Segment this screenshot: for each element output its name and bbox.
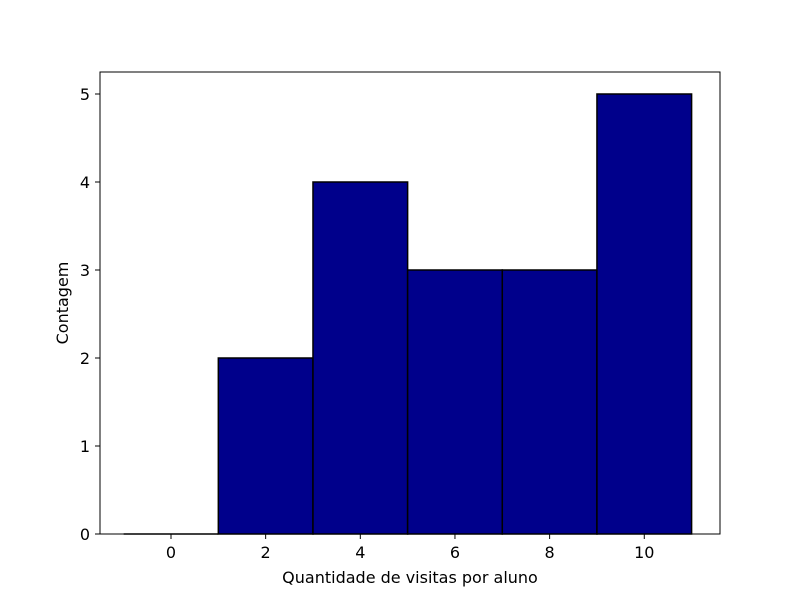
y-tick-label: 5	[80, 85, 90, 104]
y-tick-label: 3	[80, 261, 90, 280]
x-tick-label: 10	[634, 543, 654, 562]
x-axis-ticks: 0 2 4 6 8 10	[166, 534, 654, 562]
y-tick-label: 4	[80, 173, 90, 192]
histogram-bar	[406, 269, 504, 535]
y-axis-label: Contagem	[53, 262, 72, 345]
y-tick-label: 2	[80, 349, 90, 368]
plot-frame	[99, 71, 721, 535]
x-axis-label: Quantidade de visitas por aluno	[282, 568, 538, 587]
histogram-bar	[501, 269, 598, 535]
x-tick-label: 2	[261, 543, 271, 562]
histogram-bar	[596, 93, 693, 535]
y-axis-ticks: 0 1 2 3 4 5	[80, 85, 100, 544]
histogram-bar	[312, 181, 409, 535]
histogram-bar	[217, 357, 314, 535]
x-tick-label: 0	[166, 543, 176, 562]
x-tick-label: 4	[355, 543, 365, 562]
x-tick-label: 8	[545, 543, 555, 562]
x-tick-label: 6	[450, 543, 460, 562]
y-tick-label: 0	[80, 525, 90, 544]
y-tick-label: 1	[80, 437, 90, 456]
